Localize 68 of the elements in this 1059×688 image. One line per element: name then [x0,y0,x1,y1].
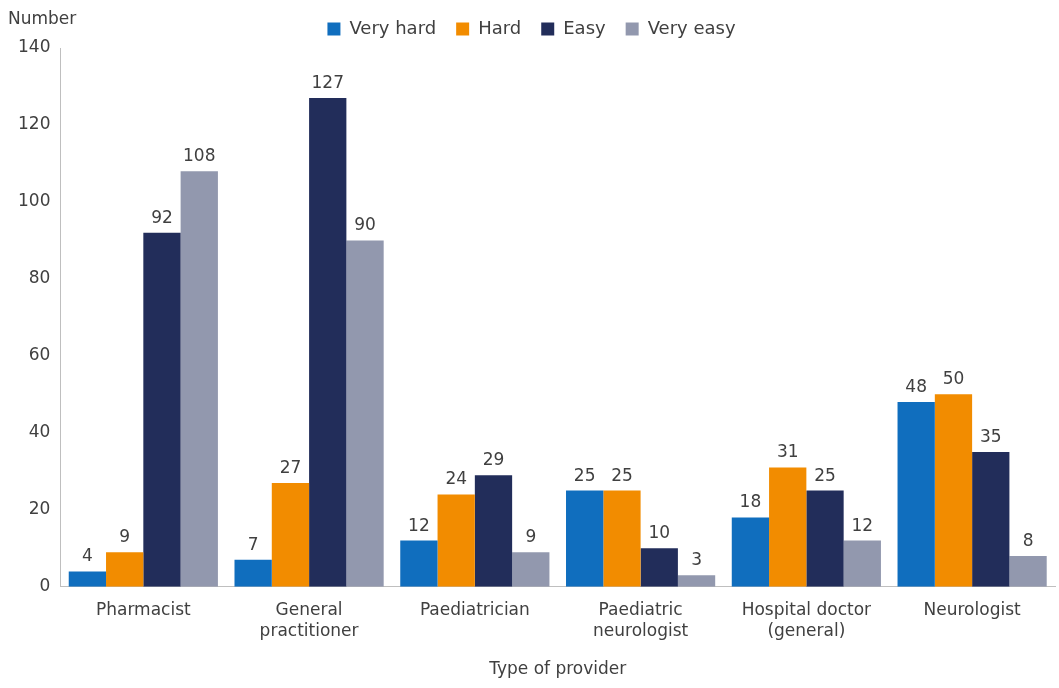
bar [806,490,844,587]
legend-label: Easy [563,16,607,38]
x-tick-label: Paediatrician [419,599,530,620]
bar [897,402,935,587]
data-label: 7 [247,533,259,554]
bar [566,490,604,587]
bar [1009,556,1047,587]
bar [143,232,181,587]
data-label: 9 [525,526,537,547]
bar [106,552,144,587]
data-label: 31 [776,441,799,462]
bar [972,452,1010,587]
x-tick-label: Neurologist [923,599,1022,620]
y-tick-label: 60 [28,344,51,365]
bar [234,559,272,587]
data-label: 35 [979,426,1002,447]
bar [400,540,438,587]
data-label: 90 [354,214,376,235]
data-label: 108 [183,145,216,166]
bar [346,240,384,587]
bar [603,490,641,587]
legend-label: Very easy [647,16,736,38]
data-label: 18 [739,491,762,512]
legend-label: Very hard [349,16,437,38]
bar [843,540,881,587]
y-tick-label: 0 [39,575,51,596]
x-tick-label: Hospital doctor (general) [741,599,872,640]
y-axis-title: Number [8,8,77,29]
data-label: 9 [119,526,131,547]
y-tick-label: 140 [17,36,51,57]
y-tick-label: 20 [28,498,51,519]
data-label: 25 [814,464,836,485]
bar [474,475,513,587]
data-label: 12 [851,514,874,535]
data-label: 12 [408,514,430,535]
x-axis-title: Type of provider [488,658,627,679]
y-tick-label: 100 [17,190,51,211]
legend-label: Hard [478,16,522,38]
data-label: 29 [482,449,505,470]
bar [180,171,218,587]
bar [769,467,807,587]
bar [512,552,550,587]
data-label: 25 [611,464,633,485]
y-tick-label: 80 [28,267,51,288]
data-label: 27 [279,456,302,477]
data-label: 8 [1022,529,1034,550]
data-label: 10 [648,522,671,543]
bar [437,494,475,587]
bar [934,394,973,587]
data-label: 127 [311,71,344,92]
x-tick-label: Pharmacist [95,599,192,620]
bar [68,571,107,587]
bar [640,548,678,587]
y-tick-label: 120 [17,113,51,134]
data-label: 3 [691,549,702,570]
y-tick-label: 40 [28,421,51,442]
data-label: 50 [942,368,965,389]
bar [677,575,716,587]
x-tick-label: Paediatric neurologist [593,599,689,640]
x-tick-label: General practitioner [259,599,359,640]
bar [731,517,770,587]
data-label: 92 [151,206,173,227]
data-label: 25 [573,464,596,485]
data-label: 4 [81,545,93,566]
data-label: 24 [445,468,468,489]
bar [271,482,310,587]
data-label: 48 [905,375,927,396]
bar [309,98,347,587]
